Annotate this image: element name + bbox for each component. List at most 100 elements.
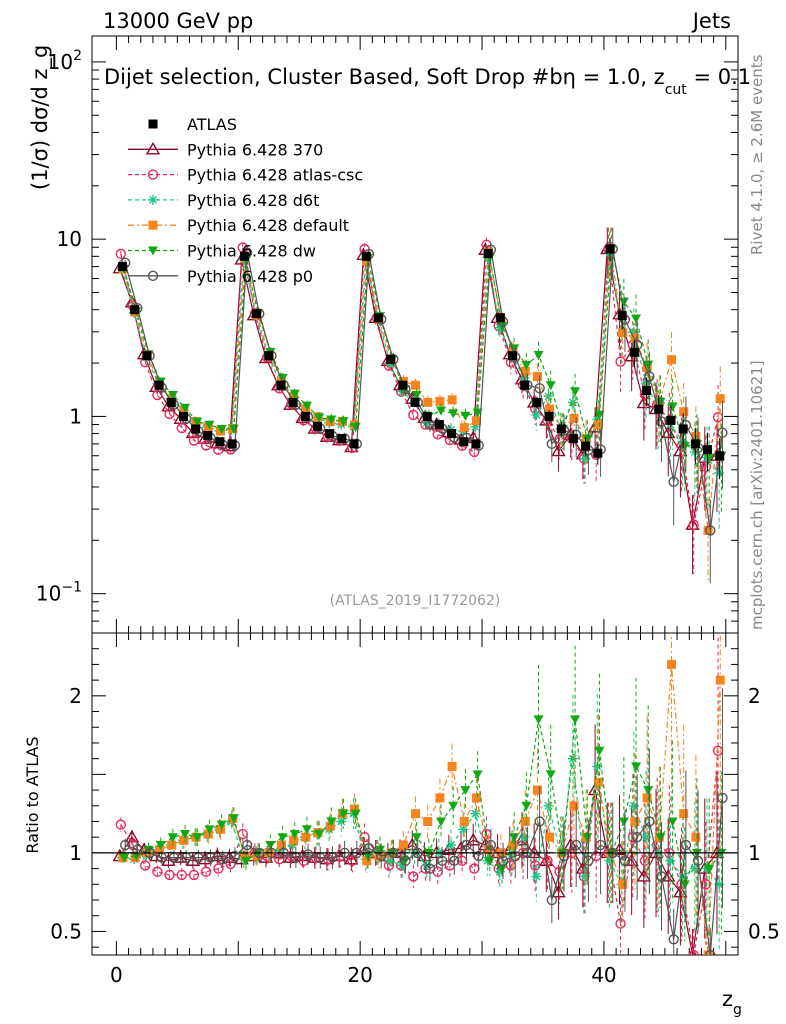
- legend-label: ATLAS: [187, 115, 237, 134]
- atlas-ratio-point: [642, 852, 651, 854]
- ratio-point: [277, 833, 288, 843]
- data-point: [551, 443, 566, 457]
- ratio-point: [643, 786, 654, 796]
- atlas-ratio-point: [679, 852, 688, 854]
- ratio-point: [521, 801, 532, 811]
- ratio-axis-title: Ratio to ATLAS: [23, 736, 42, 853]
- atlas-point: [568, 434, 578, 444]
- legend-marker: [148, 246, 158, 256]
- atlas-ratio-point: [496, 852, 505, 854]
- atlas-ratio-point: [240, 852, 249, 854]
- ratio-point: [241, 856, 252, 866]
- ratio-point: [155, 845, 165, 855]
- y-tick-label: 10: [57, 227, 82, 251]
- ratio-point: [216, 824, 226, 834]
- legend-label: Pythia 6.428 370: [187, 140, 323, 159]
- atlas-point: [520, 380, 530, 390]
- atlas-ratio-point: [215, 852, 224, 854]
- ratio-point: [580, 871, 591, 882]
- ratio-point: [447, 762, 457, 772]
- data-point: [705, 525, 716, 536]
- ratio-point: [164, 869, 175, 881]
- atlas-ratio-point: [618, 852, 627, 854]
- ratio-series-triangle-down: [119, 645, 727, 942]
- ratio-tick-label-right: 2: [748, 684, 761, 708]
- ratio-point: [494, 866, 505, 877]
- ratio-series-layer: [112, 633, 728, 955]
- legend-label: Pythia 6.428 dw: [187, 242, 316, 261]
- data-point: [459, 423, 469, 433]
- atlas-ratio-point: [435, 852, 444, 854]
- atlas-point: [508, 351, 518, 361]
- ratio-point: [661, 869, 676, 882]
- atlas-point: [483, 249, 493, 259]
- atlas-point: [325, 429, 335, 439]
- ratio-point: [115, 819, 127, 830]
- atlas-point: [532, 397, 542, 407]
- atlas-ratio-point: [593, 852, 602, 854]
- atlas-point: [386, 354, 396, 364]
- ratio-point: [411, 809, 421, 819]
- atlas-point: [410, 397, 420, 407]
- data-point: [656, 416, 667, 427]
- ratio-tick-label-left: 1: [69, 841, 82, 865]
- ratio-point: [679, 880, 690, 890]
- ratio-point: [460, 786, 471, 796]
- data-point: [411, 380, 421, 390]
- atlas-ratio-point: [471, 852, 480, 854]
- ratio-point: [152, 866, 163, 877]
- atlas-ratio-point: [545, 852, 554, 854]
- atlas-ratio-point: [508, 852, 517, 854]
- ratio-point: [703, 950, 713, 955]
- ratio-point: [558, 850, 570, 862]
- ratio-point: [582, 833, 593, 843]
- ratio-point: [673, 884, 688, 898]
- atlas-point: [191, 424, 201, 434]
- ratio-point: [436, 855, 448, 866]
- ratio-point: [374, 851, 384, 861]
- ratio-point: [619, 855, 631, 866]
- ratio-point: [314, 830, 325, 840]
- ratio-point: [677, 871, 688, 882]
- atlas-ratio-point: [350, 852, 359, 854]
- legend-item: Pythia 6.428 dw: [128, 242, 316, 261]
- ratio-point: [615, 918, 626, 929]
- y-axis-title-text: (1/σ) dσ/d z_g: [28, 45, 53, 190]
- ratio-point: [140, 860, 151, 871]
- data-point: [314, 413, 325, 423]
- ratio-point: [155, 841, 166, 851]
- ratio-point: [326, 817, 337, 827]
- legend-marker: [147, 169, 159, 180]
- ratio-point: [583, 855, 594, 866]
- data-point: [667, 355, 677, 365]
- ratio-series-line: [124, 797, 724, 955]
- ratio-point: [717, 792, 728, 804]
- plot-title-eta: η = 1.0, z: [563, 65, 665, 89]
- ratio-point: [449, 855, 460, 866]
- ratio-point: [203, 829, 213, 839]
- x-axis-title: zg: [722, 987, 742, 1018]
- data-point: [533, 351, 544, 361]
- atlas-ratio-point: [264, 852, 273, 854]
- atlas-point: [130, 305, 140, 315]
- ratio-point: [534, 816, 545, 827]
- data-point: [631, 314, 642, 324]
- legend-item: ATLAS: [148, 115, 237, 134]
- data-point: [448, 409, 459, 419]
- ratio-point: [301, 825, 312, 835]
- ratio-point: [375, 850, 387, 862]
- data-point: [667, 402, 678, 412]
- data-point: [436, 406, 447, 416]
- legend-label: Pythia 6.428 atlas-csc: [187, 166, 363, 185]
- atlas-point: [337, 434, 347, 444]
- data-point: [580, 453, 591, 464]
- atlas-point: [227, 439, 237, 449]
- series-line: [124, 248, 724, 531]
- ratio-point: [630, 816, 640, 826]
- atlas-ratio-point: [411, 852, 419, 854]
- ratio-point: [497, 855, 509, 866]
- ratio-point: [179, 835, 189, 845]
- atlas-ratio-point: [484, 852, 493, 854]
- ratio-point: [631, 831, 643, 843]
- ratio-tick-label-right: 0.5: [748, 919, 780, 943]
